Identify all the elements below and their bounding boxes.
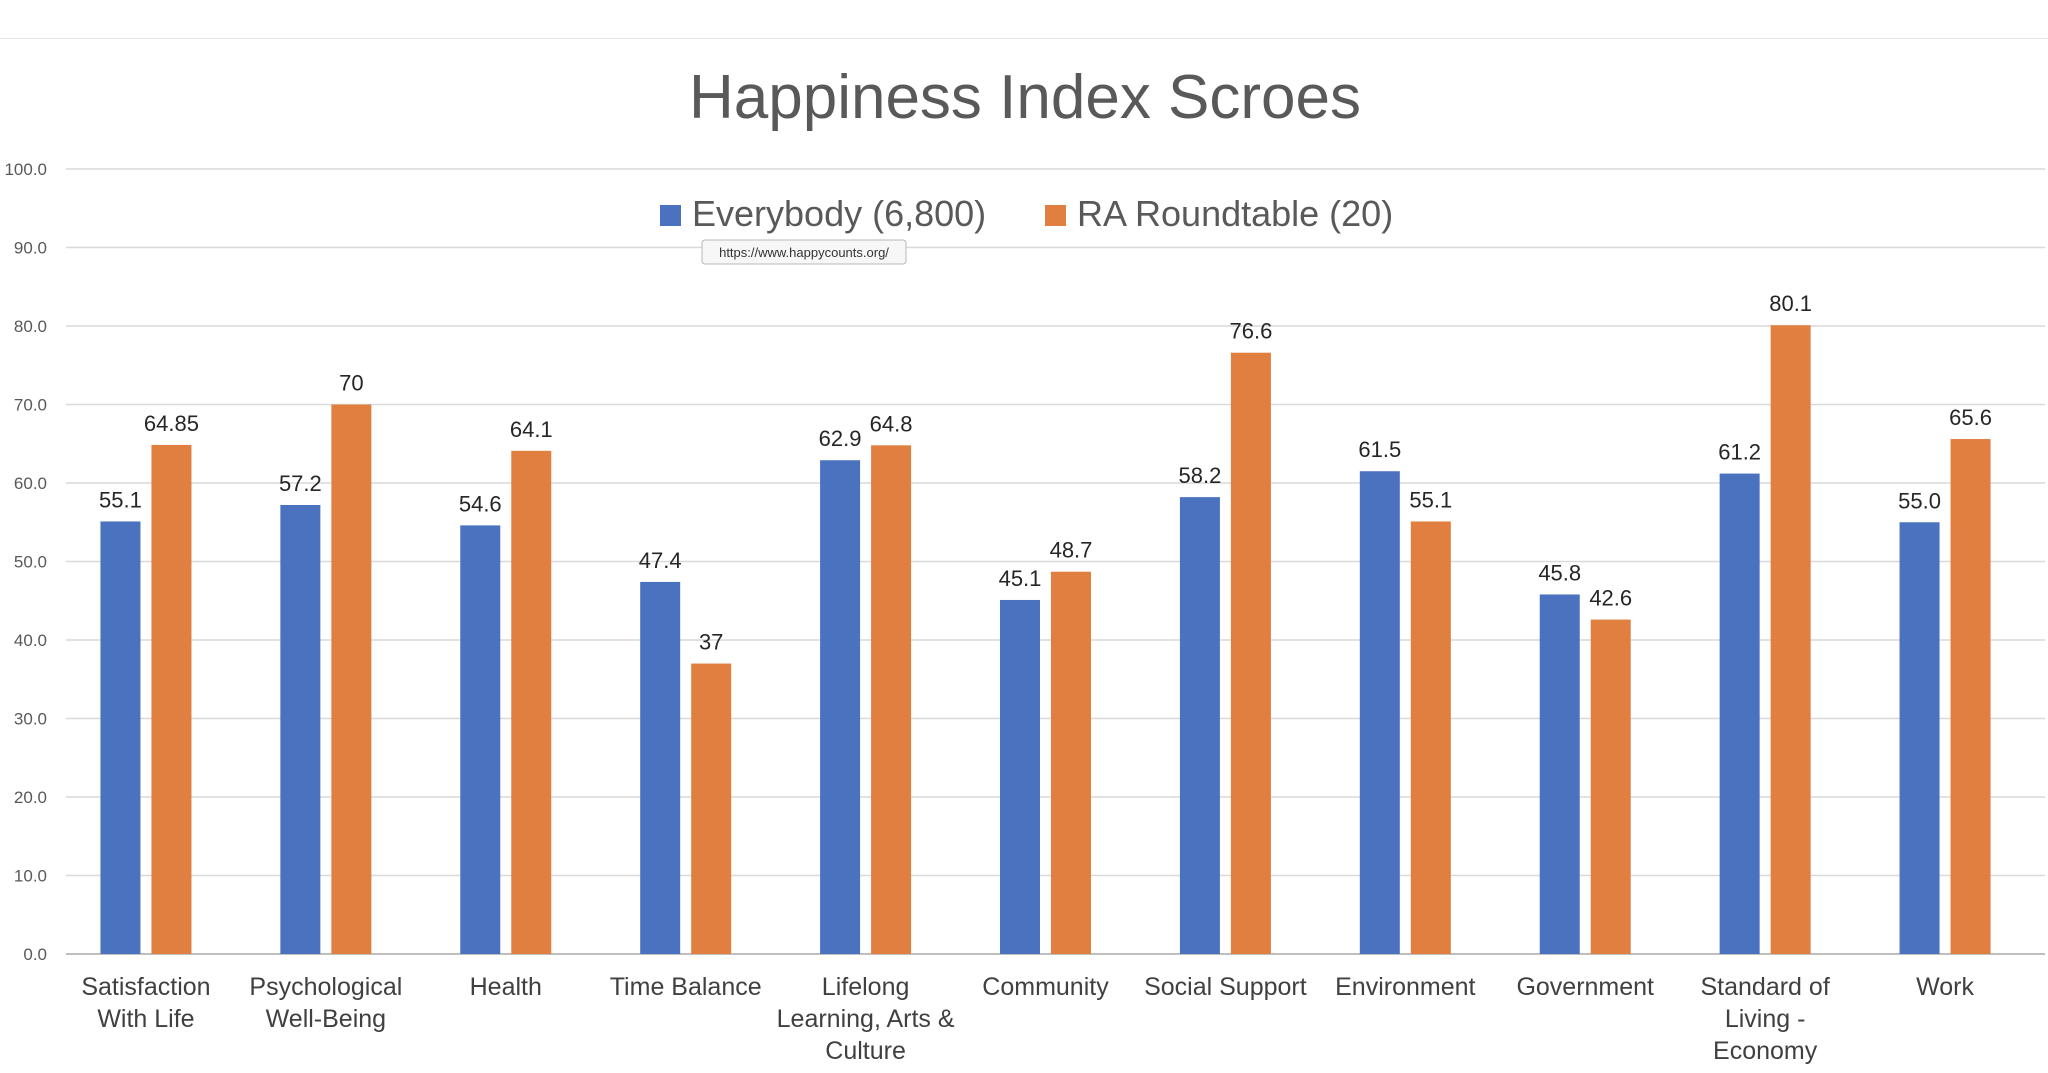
bar-everybody [1359, 471, 1400, 954]
x-tick-label: Psychological [249, 973, 402, 1001]
x-tick-label: Satisfaction [81, 973, 210, 1001]
bar-everybody [640, 581, 681, 954]
y-tick-label: 80.0 [14, 317, 47, 336]
data-label: 37 [699, 630, 723, 655]
data-label: 64.1 [510, 417, 553, 442]
bar-ra-roundtable [1051, 571, 1091, 954]
x-tick-label: Environment [1335, 973, 1475, 1001]
y-tick-label: 10.0 [14, 867, 47, 886]
bar-everybody [1539, 594, 1580, 954]
data-label: 61.5 [1358, 437, 1401, 462]
x-tick-label: Time Balance [610, 973, 762, 1001]
bar-ra-roundtable [1410, 521, 1451, 954]
data-label: 57.2 [279, 471, 322, 496]
x-tick-label: Social Support [1144, 973, 1307, 1001]
bar-ra-roundtable [511, 450, 552, 954]
bar-everybody [460, 525, 501, 954]
data-label: 76.6 [1229, 319, 1272, 344]
y-tick-label: 40.0 [14, 631, 47, 650]
bar-everybody [1179, 497, 1220, 954]
x-tick-label: Learning, Arts & [777, 1005, 955, 1033]
bar-everybody [1000, 599, 1040, 954]
data-label: 55.0 [1898, 488, 1941, 513]
bar-ra-roundtable [1950, 439, 1991, 954]
bar-ra-roundtable [691, 663, 732, 954]
data-label: 64.8 [870, 411, 913, 436]
data-label: 62.9 [819, 426, 862, 451]
x-tick-label: Work [1916, 973, 1974, 1001]
bar-ra-roundtable [871, 445, 912, 954]
bar-everybody [280, 504, 321, 954]
x-tick-label: Health [470, 973, 542, 1001]
data-label: 54.6 [459, 491, 502, 516]
x-tick-label: Well-Being [266, 1005, 386, 1033]
x-tick-label: Standard of [1701, 973, 1830, 1001]
x-tick-label: With Life [97, 1005, 194, 1033]
x-tick-label: Lifelong [822, 973, 910, 1001]
bar-everybody [1899, 522, 1940, 954]
x-tick-label: Living - [1725, 1005, 1806, 1033]
data-label: 47.4 [639, 548, 682, 573]
y-tick-label: 60.0 [14, 474, 47, 493]
data-label: 45.8 [1538, 560, 1581, 585]
y-tick-label: 20.0 [14, 788, 47, 807]
x-tick-label: Government [1516, 973, 1654, 1001]
url-tooltip [701, 239, 907, 265]
y-tick-label: 50.0 [14, 553, 47, 572]
top-border-line [0, 38, 2048, 39]
data-label: 45.1 [999, 566, 1042, 591]
bar-ra-roundtable [1590, 619, 1631, 954]
data-label: 70 [339, 371, 363, 396]
y-tick-label: 90.0 [14, 239, 47, 258]
data-label: 65.6 [1949, 405, 1992, 430]
data-label: 80.1 [1769, 291, 1812, 316]
bar-ra-roundtable [1230, 352, 1271, 954]
legend-label: Everybody (6,800) [692, 193, 986, 234]
y-tick-label: 0.0 [23, 945, 47, 964]
x-tick-label: Economy [1713, 1037, 1818, 1065]
legend-swatch [660, 205, 681, 226]
data-label: 61.2 [1718, 440, 1761, 465]
url-tooltip-text: https://www.happycounts.org/ [719, 245, 889, 260]
chart-title: Happiness Index Scroes [689, 63, 1361, 132]
y-tick-label: 70.0 [14, 396, 47, 415]
bar-ra-roundtable [331, 404, 372, 954]
data-label: 55.1 [1409, 487, 1452, 512]
bar-ra-roundtable [1770, 325, 1811, 955]
x-tick-label: Community [982, 973, 1109, 1001]
y-tick-label: 100.0 [4, 160, 47, 179]
y-tick-label: 30.0 [14, 710, 47, 729]
legend-swatch [1045, 205, 1066, 226]
bar-ra-roundtable [151, 444, 192, 954]
bar-everybody [100, 521, 141, 954]
legend-label: RA Roundtable (20) [1077, 193, 1393, 234]
data-label: 58.2 [1178, 463, 1221, 488]
data-label: 42.6 [1589, 586, 1632, 611]
x-tick-label: Culture [825, 1037, 906, 1065]
data-label: 55.1 [99, 487, 142, 512]
data-label: 48.7 [1050, 538, 1093, 563]
bar-everybody [1719, 473, 1760, 954]
data-label: 64.85 [144, 411, 199, 436]
bar-everybody [820, 460, 861, 954]
